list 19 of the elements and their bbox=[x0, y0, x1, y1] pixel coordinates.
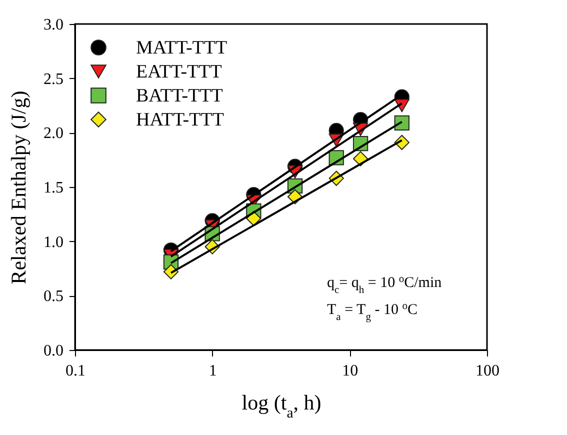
x-tick-label: 0.1 bbox=[66, 362, 86, 380]
legend-label: EATT-TTT bbox=[136, 62, 222, 82]
y-tick-label: 1.5 bbox=[44, 180, 64, 196]
legend-label: BATT-TTT bbox=[136, 86, 224, 106]
annotation: T$_{a}$ = T$_{g}$ - 10 $^{o}$C bbox=[327, 300, 418, 322]
legend-label: MATT-TTT bbox=[136, 38, 228, 58]
y-tick-label: 0.5 bbox=[44, 288, 64, 306]
x-tick-label: 1 bbox=[208, 362, 217, 380]
x-axis-title: log (t$_{a}$, h) bbox=[242, 390, 322, 422]
y-tick-label: 2.5 bbox=[44, 70, 64, 88]
annotation: q$_{c}$= q$_{h}$ = 10 $^{o}$C/min bbox=[327, 274, 442, 296]
x-tick-label: 100 bbox=[476, 362, 500, 380]
y-tick-label: 1.0 bbox=[44, 234, 64, 251]
y-tick-label: 2.0 bbox=[44, 125, 64, 142]
y-axis-title: Relaxed Enthalpy (J/g) bbox=[6, 90, 30, 284]
legend-label: HATT-TTT bbox=[136, 110, 224, 130]
x-tick-label: 10 bbox=[342, 362, 358, 380]
y-tick-label: 3.0 bbox=[44, 16, 64, 34]
y-tick-label: 0.0 bbox=[44, 342, 64, 360]
